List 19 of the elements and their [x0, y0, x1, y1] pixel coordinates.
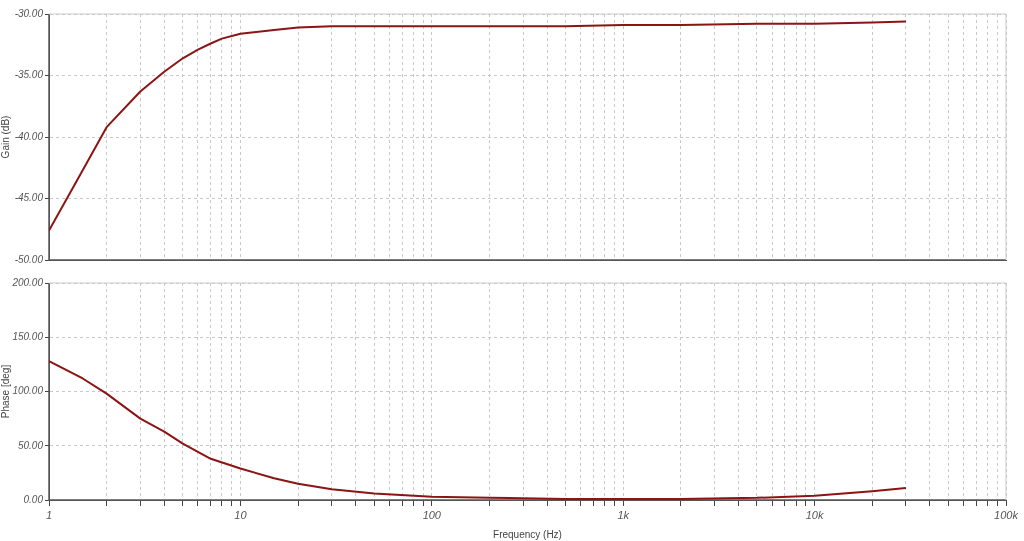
x-tick-label: 100 [422, 508, 442, 521]
x-axis-title: Frequency (Hz) [493, 528, 562, 540]
y-tick-label: 200.00 [11, 276, 44, 288]
y-axis-title: Gain (dB) [0, 115, 11, 159]
x-tick-label: 100k [994, 508, 1019, 521]
y-tick-label: -30.00 [14, 7, 44, 19]
x-tick-label: 1k [617, 508, 630, 521]
x-tick-label: 10 [234, 508, 248, 521]
y-tick-label: 150.00 [12, 331, 44, 343]
y-tick-label: -40.00 [14, 130, 44, 142]
x-tick-label: 1 [45, 508, 53, 521]
y-axis-title: Phase [deg] [0, 364, 11, 419]
y-tick-label: -35.00 [14, 69, 44, 81]
y-tick-label: 100.00 [12, 385, 44, 397]
y-tick-label: -45.00 [14, 192, 44, 204]
y-tick-label: 50.00 [17, 439, 44, 451]
y-tick-label: -50.00 [14, 253, 44, 265]
y-tick-label: 0.00 [23, 493, 44, 505]
x-tick-label: 10k [805, 508, 824, 521]
